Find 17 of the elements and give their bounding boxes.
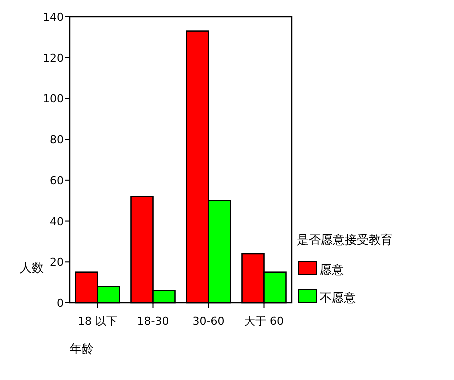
x-axis-title: 年龄 (70, 342, 94, 356)
x-tick-label: 18 以下 (78, 315, 118, 328)
y-tick-label: 60 (50, 174, 64, 188)
y-axis-title: 人数 (20, 261, 44, 275)
y-tick-label: 100 (43, 92, 64, 106)
x-tick-label: 18-30 (137, 315, 170, 328)
y-tick-label: 120 (43, 52, 64, 65)
y-tick-label: 140 (43, 11, 64, 24)
y-tick-label: 20 (50, 256, 64, 270)
legend-label: 愿意 (320, 263, 344, 277)
y-tick-label: 40 (50, 215, 64, 228)
y-tick-label: 80 (50, 134, 64, 147)
y-tick-label: 0 (57, 297, 64, 310)
x-tick-label: 大于 60 (244, 315, 284, 328)
legend-title: 是否愿意接受教育 (297, 233, 393, 247)
x-tick-label: 30-60 (192, 315, 225, 328)
legend-label: 不愿意 (320, 291, 356, 305)
